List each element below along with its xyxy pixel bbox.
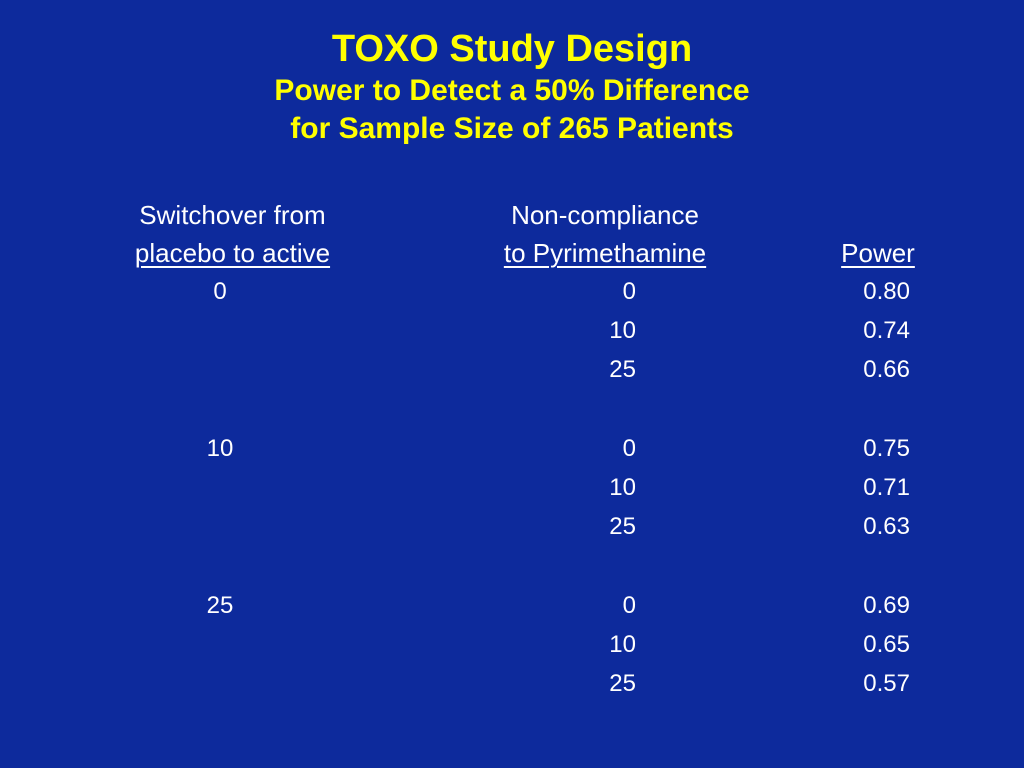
slide-title: TOXO Study Design: [331, 28, 693, 70]
power-value: 0.75: [863, 435, 910, 462]
slide-subtitle-line-1: Power to Detect a 50% Difference: [274, 74, 750, 107]
power-value: 0.80: [863, 278, 910, 305]
noncompliance-value: 0: [622, 278, 636, 305]
column-header-power-label: Power: [841, 238, 915, 268]
column-header-switchover-line-2: placebo to active: [134, 238, 331, 268]
column-header-power: Power: [810, 234, 946, 272]
column-header-noncompliance-line-1: Non-compliance: [511, 200, 699, 230]
column-header-noncompliance-line-2: to Pyrimethamine: [503, 238, 707, 268]
switchover-value: 10: [206, 435, 234, 462]
power-value: 0.71: [863, 474, 910, 501]
noncompliance-value: 10: [609, 474, 636, 501]
noncompliance-value: 25: [609, 356, 636, 383]
noncompliance-value: 25: [609, 670, 636, 697]
power-value: 0.65: [863, 631, 910, 658]
noncompliance-value: 10: [609, 631, 636, 658]
noncompliance-value: 0: [622, 435, 636, 462]
switchover-value: 0: [213, 278, 227, 305]
power-value: 0.66: [863, 356, 910, 383]
title-block: TOXO Study Design Power to Detect a 50% …: [0, 26, 1024, 148]
noncompliance-value: 25: [609, 513, 636, 540]
power-value: 0.74: [863, 317, 910, 344]
column-header-switchover-line-1: Switchover from: [139, 200, 326, 230]
column-header-noncompliance: Non-compliance to Pyrimethamine: [460, 196, 750, 272]
slide-subtitle-line-2: for Sample Size of 265 Patients: [290, 112, 734, 145]
column-header-switchover: Switchover from placebo to active: [80, 196, 385, 272]
power-value: 0.63: [863, 513, 910, 540]
noncompliance-value: 10: [609, 317, 636, 344]
power-value: 0.69: [863, 592, 910, 619]
noncompliance-value: 0: [622, 592, 636, 619]
switchover-value: 25: [206, 592, 234, 619]
power-value: 0.57: [863, 670, 910, 697]
